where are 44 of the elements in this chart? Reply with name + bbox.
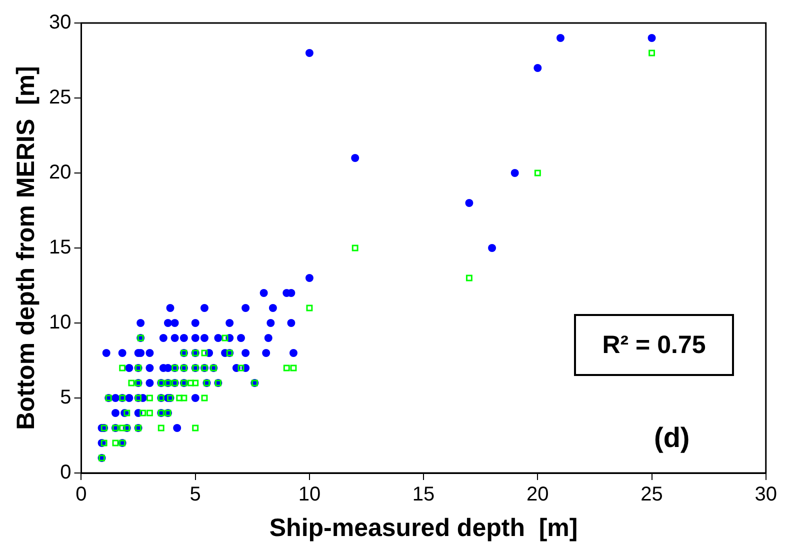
point [192,424,199,432]
point [146,410,153,416]
x-tick-label: 15 [412,484,435,506]
point [201,350,208,356]
point [180,394,188,402]
point [222,334,228,342]
point [352,244,358,252]
point [306,304,313,312]
x-tick-label: 5 [190,484,201,506]
point [119,424,126,432]
point [238,364,244,372]
point [124,410,130,416]
point [158,424,164,432]
x-tick-label: 10 [298,484,321,506]
x-tick-label: 25 [640,484,663,506]
y-axis-title: Bottom depth from MERIS [m] [12,66,40,430]
y-tick-label: 20 [48,162,72,184]
y-tick-label: 5 [60,386,72,409]
y-tick-label: 10 [48,312,72,334]
point [188,380,194,386]
point [283,364,290,372]
point [466,274,472,282]
point [192,380,199,386]
x-axis-title: Ship-measured depth [m] [269,514,578,542]
x-tick-label: 0 [76,484,87,506]
y-tick-label: 25 [48,86,72,109]
y-tick-label: 15 [48,236,72,259]
annotation: (d) [654,422,690,454]
point [146,394,153,402]
annotation: R² = 0.75 [574,314,734,376]
point [140,410,146,416]
y-tick-label: 30 [48,12,72,34]
point [112,440,119,446]
point [201,394,208,402]
point [176,394,183,402]
point [119,364,126,372]
point [534,170,541,176]
point [100,440,108,446]
point [648,50,655,56]
y-tick-label: 0 [60,462,72,484]
x-tick-label: 20 [526,484,549,506]
point [290,364,297,372]
x-tick-label: 30 [754,484,777,506]
point [128,380,135,386]
